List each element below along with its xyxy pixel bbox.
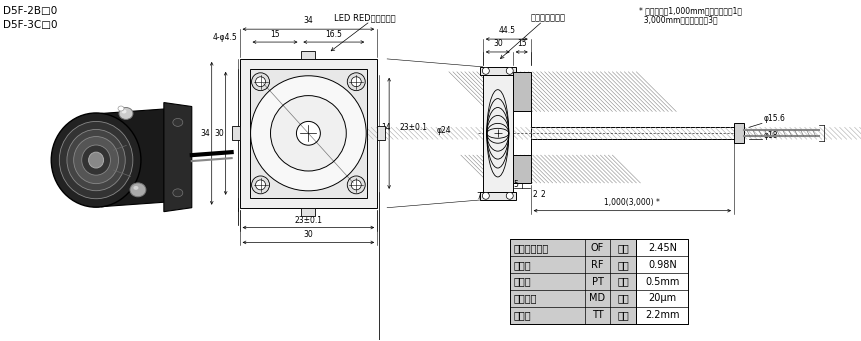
Ellipse shape <box>118 106 124 111</box>
Text: 2: 2 <box>532 190 536 199</box>
Circle shape <box>350 180 361 190</box>
Bar <box>482 75 512 192</box>
Ellipse shape <box>67 130 125 191</box>
Bar <box>301 51 315 59</box>
Ellipse shape <box>59 121 133 199</box>
Circle shape <box>350 77 361 87</box>
Text: 23±0.1: 23±0.1 <box>399 123 426 132</box>
Text: LED RED动作显示灯: LED RED动作显示灯 <box>334 13 395 22</box>
Text: 测试部陶瓷尖片: 测试部陶瓷尖片 <box>530 13 565 22</box>
Circle shape <box>482 67 489 74</box>
Text: 2.2mm: 2.2mm <box>644 310 678 320</box>
Circle shape <box>251 76 366 191</box>
Text: 2: 2 <box>540 190 545 199</box>
Text: 恢复力: 恢复力 <box>513 260 530 270</box>
Text: 14: 14 <box>381 123 390 132</box>
Text: φ15.6: φ15.6 <box>763 114 785 123</box>
Circle shape <box>270 95 346 171</box>
Text: 23±0.1: 23±0.1 <box>294 216 322 225</box>
Bar <box>512 155 530 183</box>
Text: 0.5mm: 0.5mm <box>644 277 678 286</box>
Text: 最大: 最大 <box>616 277 629 286</box>
Bar <box>232 127 239 140</box>
Bar <box>509 239 635 324</box>
Circle shape <box>296 121 320 145</box>
Ellipse shape <box>89 152 103 168</box>
Bar <box>301 208 315 216</box>
Ellipse shape <box>173 118 183 127</box>
Text: φ24: φ24 <box>437 126 451 135</box>
Bar <box>239 59 377 208</box>
Bar <box>250 69 367 198</box>
Polygon shape <box>101 108 170 207</box>
Ellipse shape <box>119 107 133 119</box>
Ellipse shape <box>130 183 146 197</box>
Text: D5F-2B□0: D5F-2B□0 <box>3 6 58 16</box>
Ellipse shape <box>73 136 118 184</box>
Circle shape <box>347 176 365 194</box>
Bar <box>480 192 515 200</box>
Circle shape <box>347 73 365 91</box>
Text: TT: TT <box>591 310 603 320</box>
Ellipse shape <box>82 145 110 175</box>
Text: 30: 30 <box>303 231 313 239</box>
Text: 34: 34 <box>200 129 209 138</box>
Text: 2.45N: 2.45N <box>647 243 676 253</box>
Text: 15: 15 <box>269 30 280 39</box>
Text: RF: RF <box>591 260 603 270</box>
Bar <box>377 127 385 140</box>
Text: PT: PT <box>591 277 603 286</box>
Bar <box>734 123 743 143</box>
Text: 1,000(3,000) *: 1,000(3,000) * <box>604 198 660 207</box>
Text: 总行程: 总行程 <box>513 310 530 320</box>
Text: MD: MD <box>589 294 604 303</box>
Text: 30: 30 <box>214 129 223 138</box>
Ellipse shape <box>173 189 183 197</box>
Text: 必要的动作力: 必要的动作力 <box>513 243 548 253</box>
Text: 16.5: 16.5 <box>325 30 342 39</box>
Ellipse shape <box>133 186 139 190</box>
Text: 44.5: 44.5 <box>498 26 515 35</box>
Text: 预行程: 预行程 <box>513 277 530 286</box>
Text: 7: 7 <box>475 192 480 201</box>
Circle shape <box>255 180 265 190</box>
Ellipse shape <box>121 109 127 114</box>
Circle shape <box>255 77 265 87</box>
Text: 30: 30 <box>492 39 502 48</box>
Circle shape <box>251 73 269 91</box>
Text: 3,000mm型号中口内为3。: 3,000mm型号中口内为3。 <box>639 15 717 24</box>
Text: 最小: 最小 <box>616 260 629 270</box>
Text: 最大: 最大 <box>616 243 629 253</box>
Text: 最小: 最小 <box>616 310 629 320</box>
Text: D5F-3C□0: D5F-3C□0 <box>3 20 58 30</box>
Circle shape <box>482 192 489 199</box>
Text: 5: 5 <box>513 180 518 189</box>
Bar <box>512 72 530 112</box>
Text: OF: OF <box>590 243 604 253</box>
Polygon shape <box>164 103 191 212</box>
Text: 0.98N: 0.98N <box>647 260 676 270</box>
Text: 20μm: 20μm <box>647 294 676 303</box>
Circle shape <box>251 176 269 194</box>
Text: 最大: 最大 <box>616 294 629 303</box>
Text: 15: 15 <box>517 39 526 48</box>
Ellipse shape <box>51 113 141 207</box>
Text: 34: 34 <box>303 16 313 25</box>
Circle shape <box>505 192 512 199</box>
Bar <box>480 67 515 75</box>
Bar <box>635 239 687 324</box>
Text: 应差距离: 应差距离 <box>513 294 536 303</box>
Text: 4-φ4.5: 4-φ4.5 <box>213 33 238 42</box>
Text: φ18: φ18 <box>763 131 777 140</box>
Text: * 软线长度为1,000mm型号中口内为1，: * 软线长度为1,000mm型号中口内为1， <box>639 6 741 15</box>
Circle shape <box>505 67 512 74</box>
